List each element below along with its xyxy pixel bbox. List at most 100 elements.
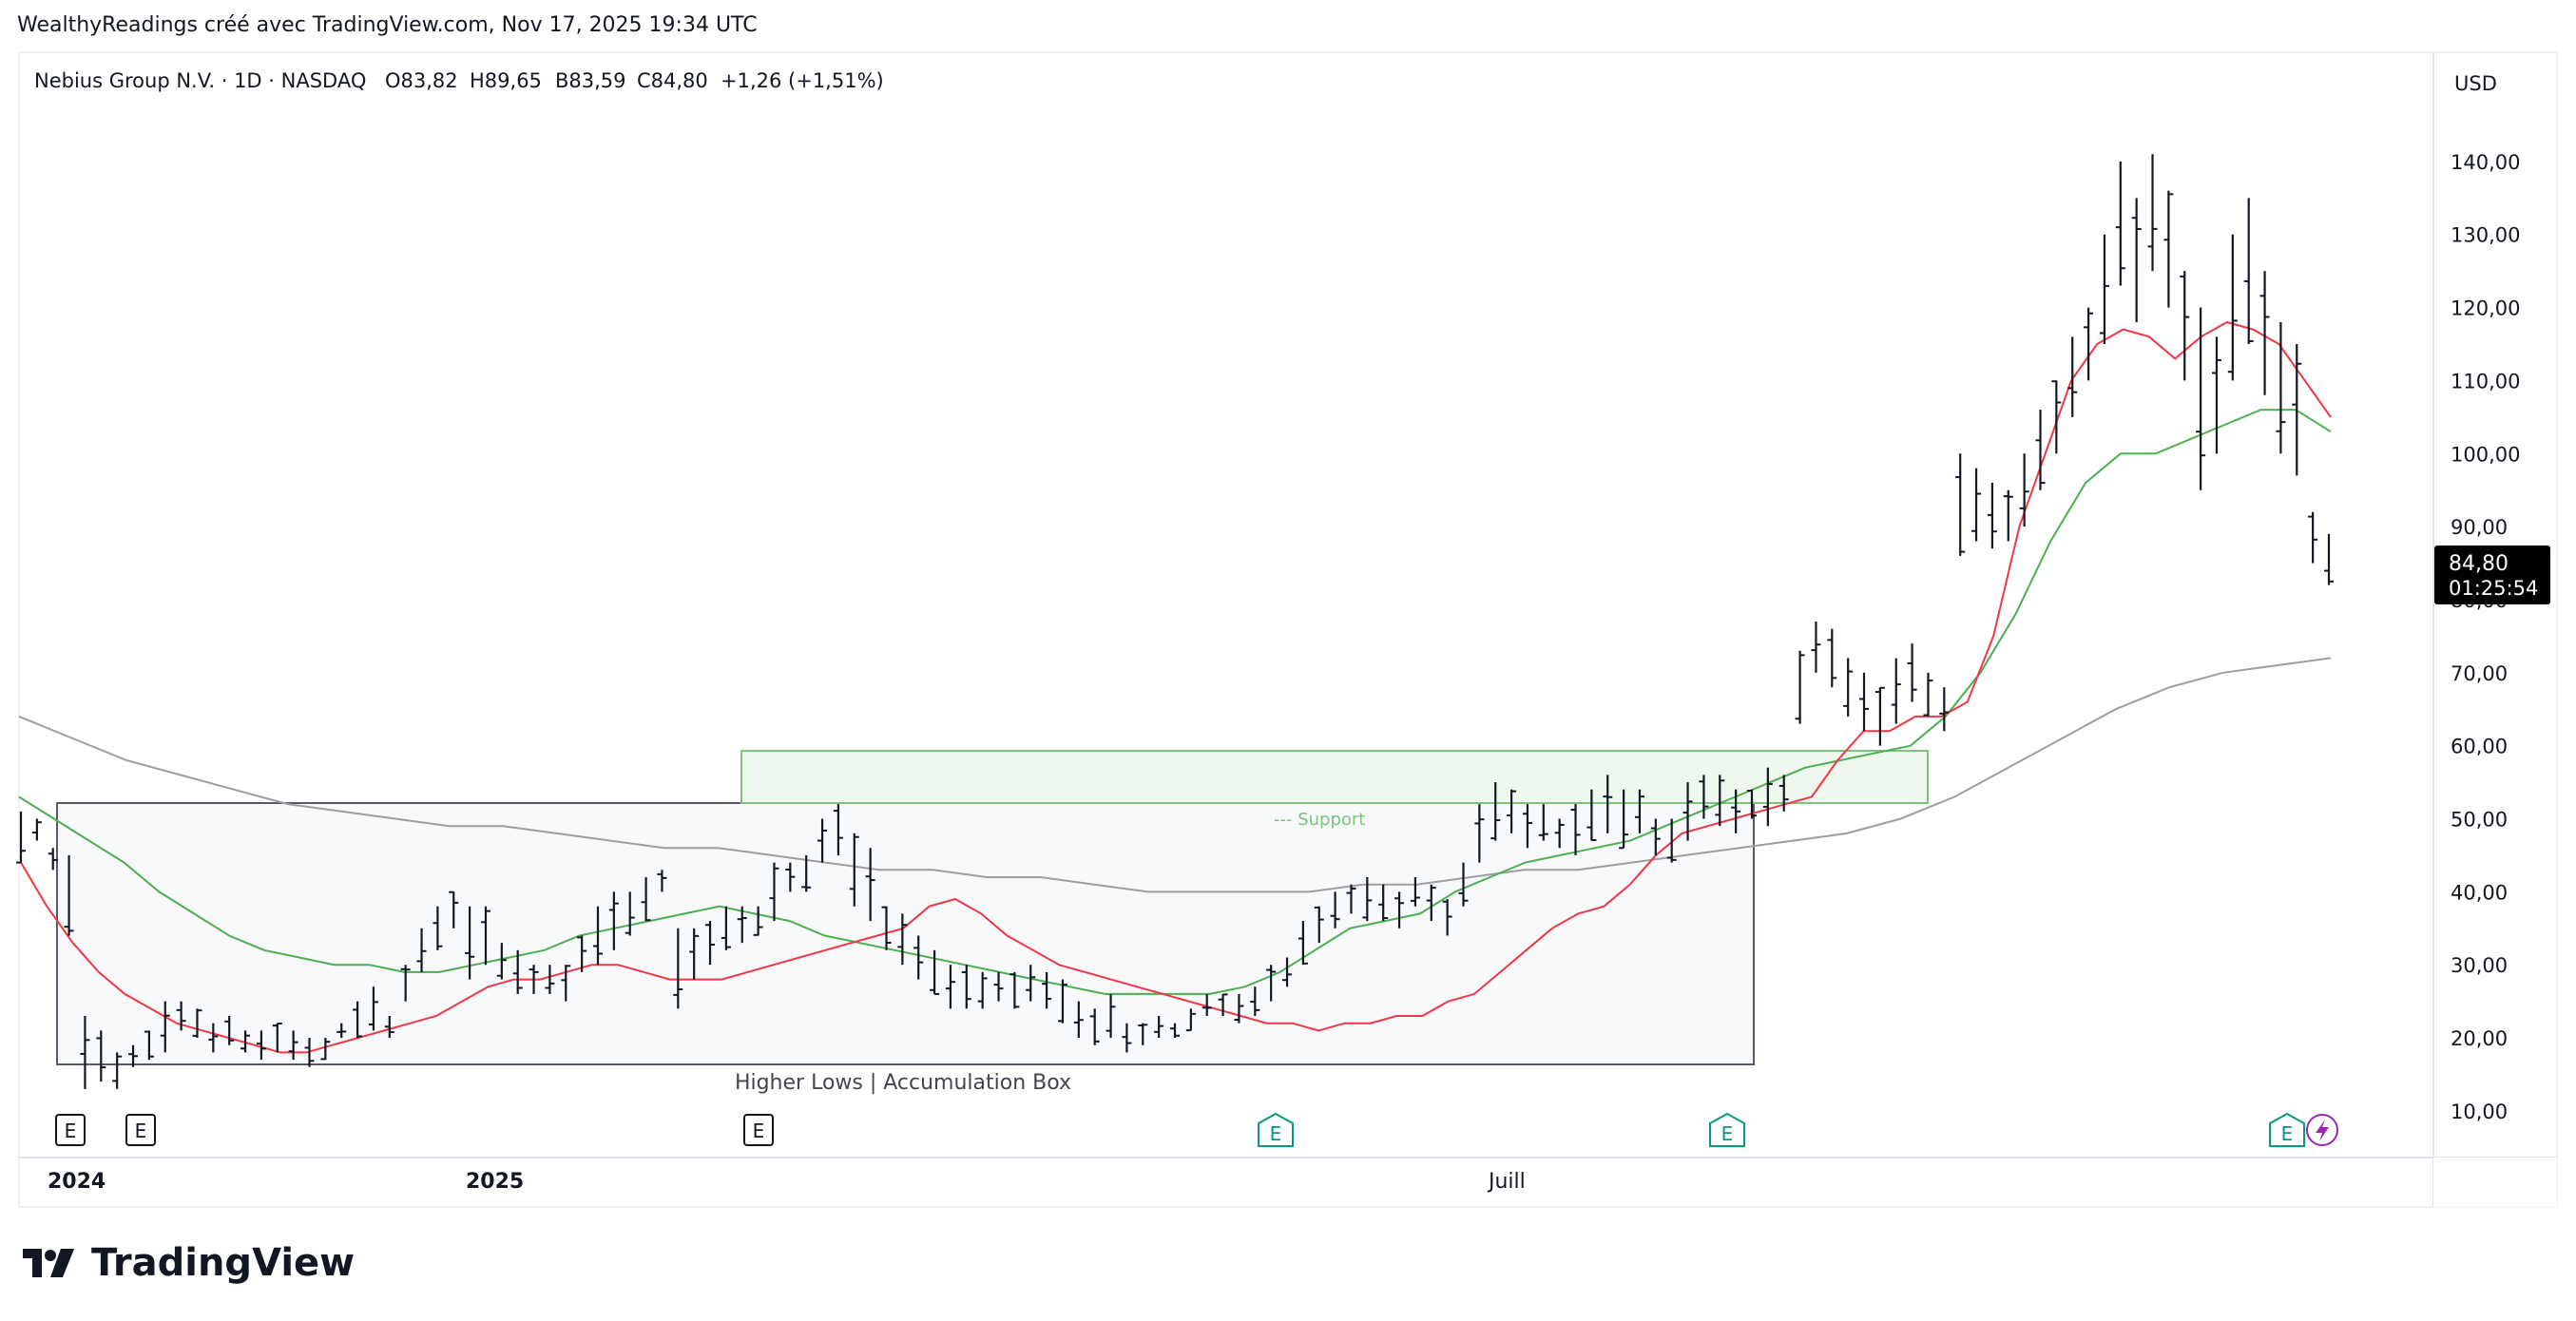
ohlc-bar <box>1891 658 1901 724</box>
chart-frame <box>18 51 2558 1208</box>
earnings-marker-5[interactable]: E <box>1709 1112 1745 1147</box>
ohlc-bar <box>1138 1023 1148 1045</box>
ohlc-bar <box>1507 789 1517 833</box>
support-label: --- Support <box>1274 810 1365 830</box>
ohlc-bar <box>1170 1023 1180 1039</box>
price-axis[interactable]: 140,00130,00120,00110,00100,0090,0080,00… <box>2451 151 2520 1123</box>
ohlc-bar <box>2067 336 2078 417</box>
earnings-marker-label: E <box>1270 1122 1282 1145</box>
last-price-badge <box>2434 546 2550 604</box>
ohlc-bar <box>1682 782 1693 841</box>
ohlc-bar <box>64 854 74 936</box>
ohlc-bar <box>993 971 1004 1002</box>
ema-fast-line <box>20 320 2332 1054</box>
earnings-marker-label: E <box>2281 1122 2294 1145</box>
ohlc-bar <box>1874 686 1885 746</box>
ohlc-bar <box>561 965 571 1002</box>
ohlc-bar <box>2051 380 2062 454</box>
brand-name: TradingView <box>91 1241 356 1285</box>
ohlc-bar <box>1811 622 1821 673</box>
ohlc-bar <box>1362 876 1373 922</box>
ohlc-bar <box>1907 643 1917 702</box>
ohlc-bar <box>1715 775 1725 827</box>
ohlc-bar <box>1426 884 1436 922</box>
ohlc-bar <box>1073 1001 1084 1039</box>
ohlc-bar <box>368 986 378 1031</box>
axis-corner <box>2433 1158 2557 1207</box>
ohlc-bar <box>1218 993 1228 1016</box>
accumulation-box-label: Higher Lows | Accumulation Box <box>735 1071 1071 1095</box>
legend-high: H89,65 <box>470 69 542 92</box>
lightning-icon[interactable] <box>2306 1114 2338 1146</box>
ohlc-bar <box>208 1023 219 1053</box>
ohlc-bar <box>913 935 924 980</box>
ohlc-bar <box>144 1030 154 1061</box>
price-tick-label: 40,00 <box>2451 881 2508 904</box>
earnings-marker-4[interactable]: E <box>1258 1112 1294 1147</box>
price-tick-label: 140,00 <box>2451 151 2520 174</box>
countdown-value: 01:25:54 <box>2449 577 2538 600</box>
ohlc-bar <box>1330 891 1340 929</box>
ohlc-bar <box>2147 154 2158 272</box>
ohlc-bar <box>2227 234 2238 381</box>
legend-low: B83,59 <box>555 69 626 92</box>
support-zone[interactable] <box>740 750 1929 804</box>
ohlc-bar <box>625 891 635 936</box>
ohlc-bar <box>817 818 828 863</box>
earnings-marker-1[interactable]: E <box>55 1114 86 1146</box>
ohlc-bars <box>16 154 2334 1089</box>
accumulation-box[interactable] <box>56 802 1755 1065</box>
ohlc-bar <box>2243 198 2254 345</box>
ohlc-bar <box>1747 789 1757 819</box>
legend-symbol[interactable]: Nebius Group N.V. · 1D · NASDAQ <box>34 69 366 92</box>
earnings-marker-3[interactable]: E <box>743 1114 774 1146</box>
brand-logo[interactable]: TradingView <box>23 1241 356 1285</box>
ohlc-bar <box>1185 1008 1196 1032</box>
ohlc-bar <box>1346 884 1356 914</box>
ohlc-bar <box>2259 271 2270 395</box>
ohlc-bar <box>1201 993 1212 1016</box>
last-price-value: 84,80 <box>2449 552 2509 576</box>
ohlc-bar <box>2019 453 2029 527</box>
ohlc-bar <box>1731 789 1741 833</box>
ohlc-bar <box>1538 804 1548 841</box>
ohlc-bar <box>496 943 507 980</box>
ohlc-bar <box>96 1030 106 1082</box>
ohlc-bar <box>48 848 58 871</box>
currency-label[interactable]: USD <box>2454 72 2497 95</box>
ohlc-bar <box>2084 307 2094 381</box>
ohlc-bar <box>657 870 667 892</box>
ohlc-bar <box>176 1001 186 1031</box>
ohlc-bar <box>1266 965 1277 1002</box>
ohlc-bar <box>1923 672 1933 717</box>
ohlc-bar <box>737 906 747 944</box>
ohlc-bar <box>689 928 700 980</box>
tradingview-logo-icon <box>23 1249 74 1277</box>
price-tick-label: 100,00 <box>2451 443 2520 466</box>
ohlc-bar <box>945 965 955 1009</box>
price-tick-label: 90,00 <box>2451 516 2508 539</box>
earnings-marker-label: E <box>1721 1122 1734 1145</box>
ohlc-bar <box>2292 344 2302 476</box>
ohlc-bar <box>1442 899 1452 936</box>
ohlc-bar <box>512 949 523 994</box>
ohlc-bar <box>881 906 892 950</box>
ohlc-bar <box>2196 307 2206 490</box>
ohlc-bar <box>849 833 859 907</box>
ohlc-bar <box>288 1030 298 1061</box>
ohlc-bar <box>1843 658 1854 717</box>
ohlc-bar <box>336 1023 347 1039</box>
ohlc-bar <box>1971 468 1982 542</box>
ohlc-bar <box>224 1015 235 1045</box>
ohlc-bar <box>2003 489 2013 542</box>
ohlc-bar <box>1522 804 1532 849</box>
ohlc-bar <box>465 906 475 980</box>
earnings-marker-2[interactable]: E <box>125 1114 156 1146</box>
ohlc-bar <box>1570 804 1581 855</box>
ohlc-bar <box>80 1015 90 1089</box>
ohlc-bar <box>1314 906 1324 944</box>
earnings-marker-6[interactable]: E <box>2269 1112 2305 1147</box>
ohlc-bar <box>1105 993 1116 1039</box>
ohlc-bar <box>2099 234 2109 345</box>
